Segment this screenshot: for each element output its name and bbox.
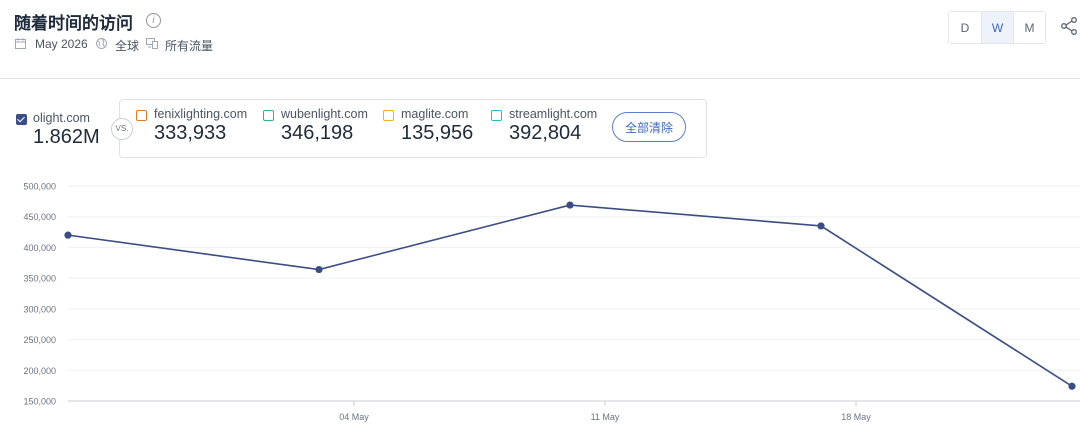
region-filter[interactable]: 全球 — [115, 39, 140, 53]
vs-badge: VS. — [111, 118, 133, 140]
main-site-value: 1.862M — [33, 126, 100, 148]
traffic-filter[interactable]: 所有流量 — [165, 39, 214, 53]
competitor-domain: streamlight.com — [509, 107, 598, 121]
y-tick-label: 250,000 — [23, 335, 56, 345]
data-point — [64, 231, 72, 239]
y-tick-label: 450,000 — [23, 212, 56, 222]
globe-icon — [96, 38, 107, 49]
main-site-checkbox[interactable] — [16, 114, 27, 125]
competitor-domain: wubenlight.com — [281, 107, 368, 121]
main-site-domain: olight.com — [33, 111, 90, 125]
granularity-day-button[interactable]: D — [949, 12, 981, 43]
y-tick-label: 400,000 — [23, 243, 56, 253]
granularity-toggle: D W M — [948, 11, 1046, 44]
info-icon[interactable]: i — [146, 13, 161, 28]
y-tick-label: 200,000 — [23, 366, 56, 376]
calendar-icon — [15, 38, 26, 49]
competitor-checkbox-wubenlight[interactable] — [263, 110, 274, 121]
competitor-value: 135,956 — [401, 122, 474, 144]
competitor-checkbox-fenixlighting[interactable] — [136, 110, 147, 121]
data-point — [566, 201, 574, 209]
x-tick-label: 18 May — [841, 412, 871, 422]
y-tick-label: 500,000 — [23, 182, 56, 192]
date-filter[interactable]: May 2026 — [35, 37, 88, 51]
competitor-checkbox-streamlight[interactable] — [491, 110, 502, 121]
data-point — [315, 265, 323, 274]
series-line-olight — [67, 204, 1073, 387]
y-tick-label: 350,000 — [23, 274, 56, 284]
granularity-month-button[interactable]: M — [1013, 12, 1045, 43]
y-tick-label: 150,000 — [23, 397, 56, 407]
traffic-line-chart: 500,000 450,000 400,000 350,000 300,000 250,0… — [23, 182, 1080, 422]
competitor-domain: maglite.com — [401, 107, 469, 121]
competitor-value: 392,804 — [509, 122, 582, 144]
share-icon[interactable] — [1059, 16, 1079, 36]
devices-icon — [146, 38, 158, 49]
clear-all-button[interactable]: 全部清除 — [612, 112, 686, 142]
data-point — [817, 222, 825, 230]
x-tick-label: 04 May — [339, 412, 369, 422]
header-divider — [0, 78, 1080, 79]
competitor-domain: fenixlighting.com — [154, 107, 248, 121]
competitor-value: 333,933 — [154, 122, 227, 144]
granularity-week-button[interactable]: W — [981, 12, 1013, 43]
competitor-value: 346,198 — [281, 122, 354, 144]
y-tick-label: 300,000 — [23, 304, 56, 314]
competitor-checkbox-maglite[interactable] — [383, 110, 394, 121]
data-point — [1068, 382, 1076, 390]
x-tick-label: 11 May — [591, 412, 620, 422]
page-title: 随着时间的访问 — [14, 14, 133, 33]
